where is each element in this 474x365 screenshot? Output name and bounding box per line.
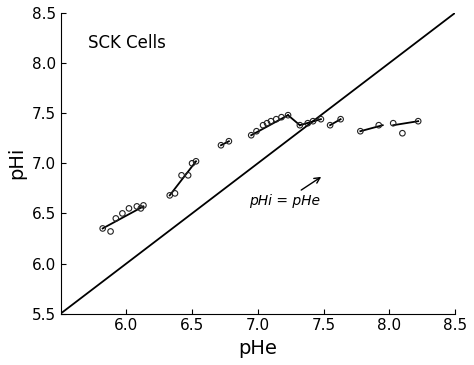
Point [414,118,422,124]
Point [317,116,325,122]
Point [375,122,383,128]
Point [133,203,141,209]
Point [184,172,192,178]
Point [263,120,271,126]
Point [273,116,280,122]
Text: pHi = pHe: pHi = pHe [248,178,320,208]
Point [356,128,364,134]
X-axis label: pHe: pHe [238,339,277,358]
Point [247,132,255,138]
Point [140,203,147,208]
Point [137,205,145,211]
Y-axis label: pHi: pHi [7,147,26,180]
Point [309,118,317,124]
Point [125,205,133,211]
Point [253,128,260,134]
Point [166,192,173,198]
Point [390,120,397,126]
Point [118,211,126,216]
Point [171,191,179,196]
Point [326,122,334,128]
Point [178,172,185,178]
Point [225,138,233,144]
Text: SCK Cells: SCK Cells [88,34,166,52]
Point [267,118,275,124]
Point [296,122,304,128]
Point [337,116,345,122]
Point [112,215,119,221]
Point [304,120,311,126]
Point [278,114,285,120]
Point [192,158,200,164]
Point [99,226,107,231]
Point [107,228,114,234]
Point [217,142,225,148]
Point [188,160,196,166]
Point [399,130,406,136]
Point [259,122,267,128]
Point [284,112,292,118]
